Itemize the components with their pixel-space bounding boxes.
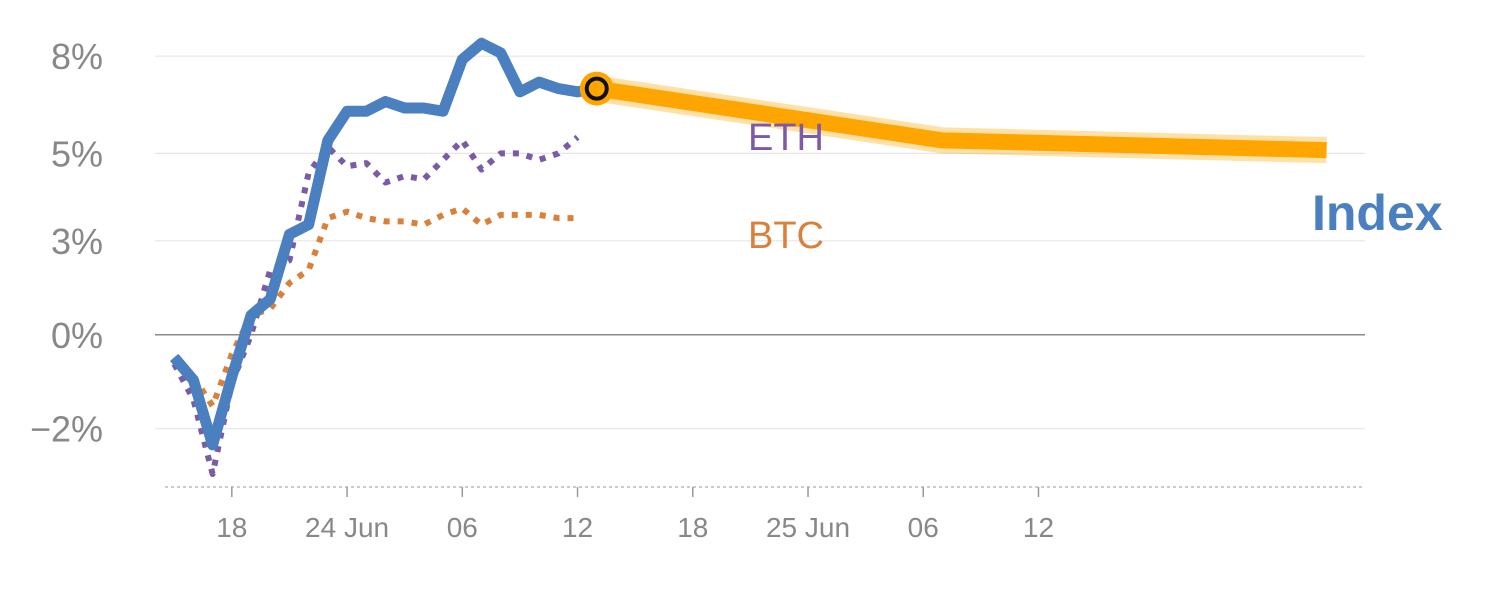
y-tick-label: 3% — [51, 221, 103, 262]
x-tick-label: 18 — [677, 512, 708, 543]
y-tick-label: 8% — [51, 36, 103, 77]
last-point-marker — [584, 76, 609, 101]
y-tick-label: −2% — [30, 409, 103, 450]
forecast-band — [595, 80, 1327, 159]
x-tick-label: 12 — [1023, 512, 1054, 543]
index-series-label: Index — [1312, 185, 1443, 241]
x-tick-label: 24 Jun — [305, 512, 389, 543]
index-line — [170, 37, 598, 451]
x-tick-label: 12 — [562, 512, 593, 543]
btc-series-label: BTC — [748, 215, 824, 257]
x-tick-label: 25 Jun — [766, 512, 850, 543]
x-tick-label: 06 — [447, 512, 478, 543]
x-tick-label: 06 — [908, 512, 939, 543]
eth-line — [171, 134, 580, 478]
x-tick-label: 18 — [216, 512, 247, 543]
eth-series-label: ETH — [748, 117, 824, 159]
y-tick-label: 0% — [51, 315, 103, 356]
y-tick-label: 5% — [51, 133, 103, 174]
